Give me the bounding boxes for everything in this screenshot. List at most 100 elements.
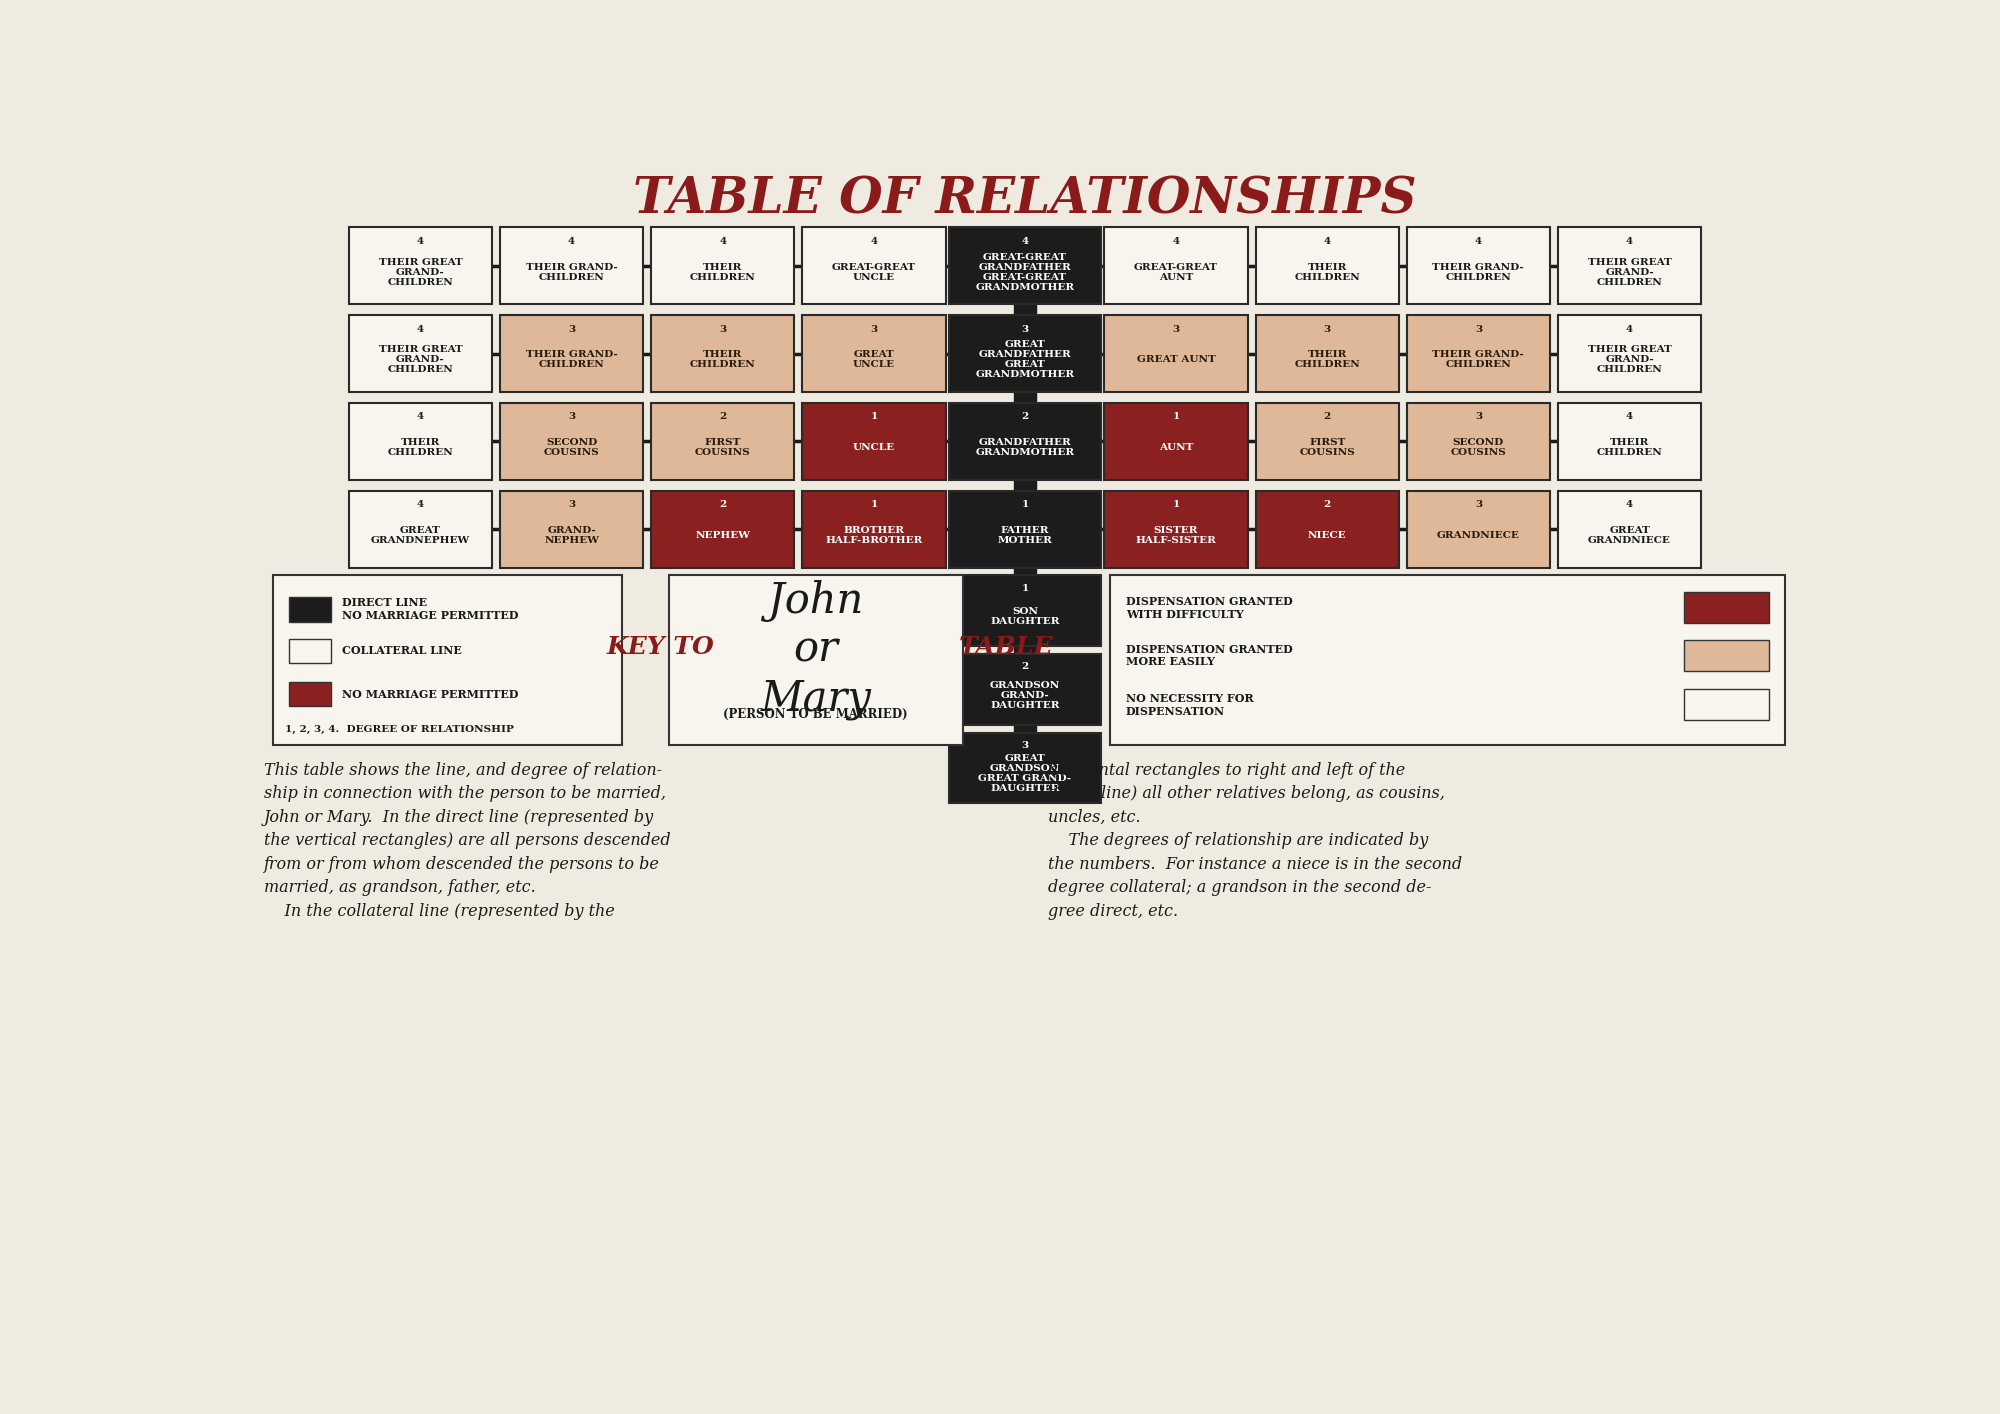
Bar: [950, 228, 1100, 304]
Text: 3: 3: [1022, 741, 1028, 749]
Text: 1: 1: [1172, 501, 1180, 509]
Text: GRANDSON
GRAND-
DAUGHTER: GRANDSON GRAND- DAUGHTER: [990, 680, 1060, 710]
Text: 2: 2: [720, 501, 726, 509]
Bar: [652, 315, 794, 392]
Bar: [1104, 315, 1248, 392]
Text: TABLE OF RELATIONSHIPS: TABLE OF RELATIONSHIPS: [634, 175, 1416, 225]
Text: 4: 4: [1324, 236, 1330, 246]
Text: GREAT
UNCLE: GREAT UNCLE: [852, 351, 894, 369]
Text: THEIR
CHILDREN: THEIR CHILDREN: [690, 263, 756, 281]
Bar: [652, 491, 794, 568]
Text: 4: 4: [416, 501, 424, 509]
Text: SECOND
COUSINS: SECOND COUSINS: [544, 438, 600, 457]
Text: 2: 2: [1022, 662, 1028, 672]
Text: NO MARRIAGE PERMITTED: NO MARRIAGE PERMITTED: [342, 689, 518, 700]
Bar: [1684, 690, 1770, 720]
Text: horizontal rectangles to right and left of the
direct line) all other relatives : horizontal rectangles to right and left …: [1048, 762, 1462, 921]
Bar: [348, 228, 492, 304]
Text: 4: 4: [1626, 236, 1634, 246]
Text: FATHER
MOTHER: FATHER MOTHER: [998, 526, 1052, 544]
Text: 1: 1: [1022, 584, 1028, 592]
Text: GREAT AUNT: GREAT AUNT: [1136, 355, 1216, 365]
Text: GRAND-
NEPHEW: GRAND- NEPHEW: [544, 526, 600, 544]
Bar: [500, 228, 644, 304]
Text: 4: 4: [1626, 413, 1634, 421]
Text: THEIR GRAND-
CHILDREN: THEIR GRAND- CHILDREN: [526, 263, 618, 281]
Bar: [668, 575, 964, 745]
Text: NEPHEW: NEPHEW: [696, 530, 750, 540]
Text: COLLATERAL LINE: COLLATERAL LINE: [342, 645, 462, 656]
Bar: [274, 575, 622, 745]
Text: 1: 1: [870, 413, 878, 421]
Bar: [500, 315, 644, 392]
Text: GRANDNIECE: GRANDNIECE: [1436, 530, 1520, 540]
Text: THEIR
CHILDREN: THEIR CHILDREN: [1596, 438, 1662, 457]
Bar: [652, 403, 794, 479]
Bar: [1256, 315, 1398, 392]
Text: GRANDFATHER
GRANDMOTHER: GRANDFATHER GRANDMOTHER: [976, 438, 1074, 457]
Text: GREAT-GREAT
AUNT: GREAT-GREAT AUNT: [1134, 263, 1218, 281]
Bar: [1110, 575, 1784, 745]
Bar: [1558, 491, 1702, 568]
Text: THEIR
CHILDREN: THEIR CHILDREN: [1294, 263, 1360, 281]
Bar: [802, 315, 946, 392]
Text: GREAT
GRANDFATHER
GREAT
GRANDMOTHER: GREAT GRANDFATHER GREAT GRANDMOTHER: [976, 341, 1074, 379]
Text: THEIR GRAND-
CHILDREN: THEIR GRAND- CHILDREN: [526, 351, 618, 369]
Bar: [1558, 315, 1702, 392]
Bar: [802, 491, 946, 568]
Text: 2: 2: [1022, 413, 1028, 421]
Text: (PERSON TO BE MARRIED): (PERSON TO BE MARRIED): [724, 708, 908, 721]
Bar: [950, 655, 1100, 725]
Text: 3: 3: [1324, 325, 1330, 334]
Text: 3: 3: [568, 501, 576, 509]
Bar: [288, 597, 332, 622]
Text: DISPENSATION GRANTED
MORE EASILY: DISPENSATION GRANTED MORE EASILY: [1126, 643, 1292, 667]
Text: 3: 3: [568, 413, 576, 421]
Text: John
or
Mary: John or Mary: [760, 580, 872, 720]
Bar: [500, 491, 644, 568]
Text: FIRST
COUSINS: FIRST COUSINS: [694, 438, 750, 457]
Bar: [950, 403, 1100, 479]
Text: 3: 3: [568, 325, 576, 334]
Text: 2: 2: [1324, 501, 1330, 509]
Bar: [1558, 403, 1702, 479]
Text: 4: 4: [720, 236, 726, 246]
Bar: [1684, 641, 1770, 672]
Bar: [1406, 491, 1550, 568]
Text: 3: 3: [720, 325, 726, 334]
Text: THEIR GRAND-
CHILDREN: THEIR GRAND- CHILDREN: [1432, 263, 1524, 281]
Text: 3: 3: [1474, 501, 1482, 509]
Bar: [1406, 403, 1550, 479]
Text: THEIR
CHILDREN: THEIR CHILDREN: [1294, 351, 1360, 369]
Text: THEIR GREAT
GRAND-
CHILDREN: THEIR GREAT GRAND- CHILDREN: [378, 257, 462, 287]
Bar: [1104, 491, 1248, 568]
Text: 1, 2, 3, 4.  DEGREE OF RELATIONSHIP: 1, 2, 3, 4. DEGREE OF RELATIONSHIP: [284, 725, 514, 734]
Bar: [1104, 403, 1248, 479]
Text: 4: 4: [1172, 236, 1180, 246]
Text: NO NECESSITY FOR
DISPENSATION: NO NECESSITY FOR DISPENSATION: [1126, 693, 1254, 717]
Text: 3: 3: [870, 325, 878, 334]
Text: UNCLE: UNCLE: [852, 443, 894, 452]
Bar: [950, 575, 1100, 646]
Text: 4: 4: [1626, 325, 1634, 334]
Text: SISTER
HALF-SISTER: SISTER HALF-SISTER: [1136, 526, 1216, 544]
Text: 3: 3: [1474, 413, 1482, 421]
Text: 3: 3: [1022, 325, 1028, 334]
Text: GREAT-GREAT
UNCLE: GREAT-GREAT UNCLE: [832, 263, 916, 281]
Text: KEY TO: KEY TO: [606, 635, 714, 659]
Bar: [652, 228, 794, 304]
Bar: [500, 403, 644, 479]
Text: BROTHER
HALF-BROTHER: BROTHER HALF-BROTHER: [826, 526, 922, 544]
Text: 4: 4: [416, 413, 424, 421]
Bar: [288, 639, 332, 663]
Bar: [348, 315, 492, 392]
Bar: [1256, 228, 1398, 304]
Text: THEIR
CHILDREN: THEIR CHILDREN: [690, 351, 756, 369]
Text: TABLE: TABLE: [958, 635, 1052, 659]
Text: 2: 2: [720, 413, 726, 421]
Bar: [348, 403, 492, 479]
Text: 3: 3: [1172, 325, 1180, 334]
Bar: [802, 403, 946, 479]
Text: 4: 4: [1626, 501, 1634, 509]
Text: 4: 4: [870, 236, 878, 246]
